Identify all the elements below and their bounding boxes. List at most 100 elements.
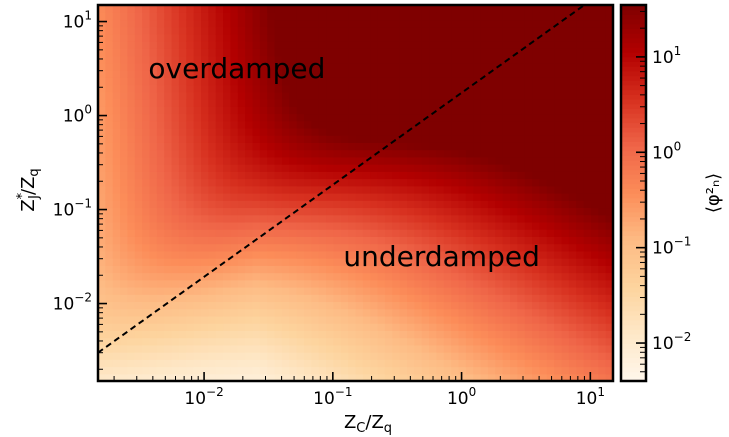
heatmap-cell — [142, 214, 151, 223]
heatmap-cell — [458, 77, 467, 86]
heatmap-cell — [274, 178, 283, 187]
heatmap-cell — [208, 265, 217, 274]
heatmap-cell — [554, 265, 563, 274]
heatmap-cell — [421, 301, 430, 310]
heatmap-cell — [171, 250, 180, 259]
heatmap-cell — [156, 156, 165, 165]
heatmap-cell — [193, 337, 202, 346]
heatmap-cell — [605, 265, 613, 274]
heatmap-cell — [436, 359, 445, 368]
heatmap-cell — [171, 185, 180, 194]
heatmap-cell — [98, 193, 106, 201]
heatmap-cell — [451, 120, 460, 129]
heatmap-cell — [517, 84, 526, 93]
heatmap-cell — [171, 41, 180, 49]
heatmap-cell — [326, 301, 335, 310]
heatmap-cell — [451, 26, 460, 35]
heatmap-cell — [524, 214, 533, 223]
heatmap-cell — [289, 164, 298, 172]
heatmap-cell — [392, 142, 401, 151]
heatmap-cell — [561, 373, 570, 381]
heatmap-cell — [510, 308, 518, 317]
heatmap-cell — [149, 279, 158, 288]
heatmap-cell — [215, 243, 224, 252]
heatmap-cell — [458, 149, 467, 158]
heatmap-cell — [178, 207, 187, 216]
heatmap-cell — [539, 135, 548, 143]
heatmap-cell — [259, 84, 268, 93]
heatmap-cell — [458, 171, 467, 180]
heatmap-cell — [598, 185, 607, 194]
heatmap-cell — [583, 250, 592, 259]
heatmap-cell — [318, 308, 327, 317]
colorbar-tick-label: 100 — [652, 139, 681, 163]
heatmap-cell — [421, 315, 430, 324]
heatmap-cell — [120, 84, 129, 93]
heatmap-cell — [590, 207, 599, 216]
heatmap-cell — [333, 243, 342, 252]
heatmap-cell — [259, 236, 268, 245]
heatmap-cell — [245, 185, 254, 194]
heatmap-cell — [561, 91, 570, 100]
heatmap-cell — [539, 200, 548, 209]
heatmap-cell — [429, 12, 438, 21]
heatmap-cell — [561, 185, 570, 194]
heatmap-cell — [399, 106, 408, 115]
heatmap-cell — [458, 62, 467, 71]
heatmap-cell — [384, 243, 393, 252]
heatmap-cell — [127, 41, 136, 49]
heatmap-cell — [590, 250, 599, 259]
heatmap-cell — [539, 156, 548, 165]
heatmap-cell — [274, 287, 283, 295]
heatmap-cell — [223, 19, 232, 28]
heatmap-cell — [524, 55, 533, 64]
heatmap-cell — [281, 207, 290, 216]
heatmap-cell — [429, 258, 438, 266]
heatmap-cell — [178, 33, 187, 42]
heatmap-cell — [245, 62, 254, 71]
heatmap-cell — [186, 84, 195, 93]
heatmap-cell — [568, 221, 577, 230]
heatmap-cell — [252, 77, 261, 86]
heatmap-cell — [289, 19, 298, 28]
heatmap-cell — [421, 352, 430, 360]
heatmap-cell — [487, 294, 496, 303]
heatmap-cell — [590, 99, 599, 107]
heatmap-cell — [480, 33, 489, 42]
heatmap-cell — [223, 294, 232, 303]
heatmap-cell — [370, 149, 379, 158]
heatmap-cell — [237, 207, 246, 216]
heatmap-cell — [510, 272, 518, 281]
heatmap-cell — [171, 344, 180, 353]
heatmap-cell — [532, 250, 541, 259]
heatmap-cell — [156, 359, 165, 368]
heatmap-cell — [568, 113, 577, 122]
heatmap-cell — [178, 127, 187, 136]
heatmap-cell — [230, 344, 239, 353]
heatmap-cell — [252, 366, 261, 375]
heatmap-cell — [201, 55, 209, 64]
heatmap-cell — [414, 99, 423, 107]
heatmap-cell — [98, 5, 106, 13]
heatmap-cell — [568, 178, 577, 187]
heatmap-cell — [392, 279, 401, 288]
heatmap-cell — [414, 315, 423, 324]
heatmap-cell — [348, 193, 357, 201]
heatmap-cell — [473, 315, 482, 324]
heatmap-cell — [134, 330, 143, 339]
heatmap-cell — [348, 33, 357, 42]
colorbar-cell — [621, 338, 646, 344]
heatmap-cell — [333, 221, 342, 230]
heatmap-cell — [458, 243, 467, 252]
heatmap-cell — [274, 142, 283, 151]
heatmap-cell — [605, 366, 613, 375]
heatmap-cell — [245, 366, 254, 375]
heatmap-cell — [495, 185, 504, 194]
heatmap-cell — [480, 62, 489, 71]
heatmap-cell — [340, 243, 349, 252]
heatmap-cell — [171, 214, 180, 223]
heatmap-cell — [201, 243, 209, 252]
heatmap-cell — [568, 344, 577, 353]
heatmap-cell — [120, 315, 129, 324]
heatmap-cell — [443, 127, 452, 136]
